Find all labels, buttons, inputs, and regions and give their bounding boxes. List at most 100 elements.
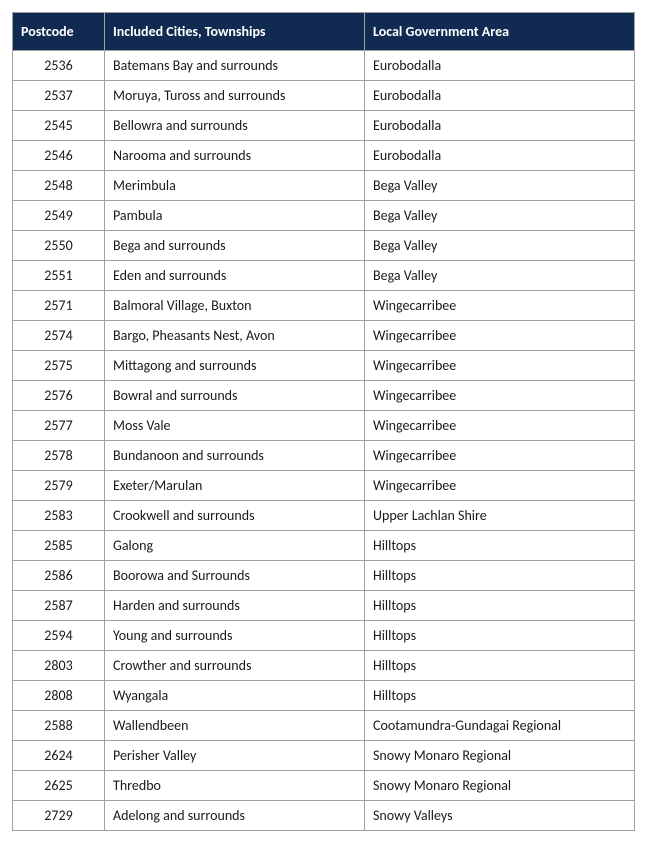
table-row: 2594Young and surroundsHilltops <box>13 621 635 651</box>
cell-postcode: 2587 <box>13 591 105 621</box>
cell-postcode: 2624 <box>13 741 105 771</box>
cell-postcode: 2575 <box>13 351 105 381</box>
table-row: 2571Balmoral Village, BuxtonWingecarribe… <box>13 291 635 321</box>
cell-lga: Bega Valley <box>365 201 635 231</box>
cell-postcode: 2546 <box>13 141 105 171</box>
cell-lga: Snowy Monaro Regional <box>365 741 635 771</box>
cell-lga: Cootamundra-Gundagai Regional <box>365 711 635 741</box>
cell-cities: Adelong and surrounds <box>105 801 365 831</box>
cell-cities: Galong <box>105 531 365 561</box>
cell-postcode: 2729 <box>13 801 105 831</box>
cell-lga: Hilltops <box>365 621 635 651</box>
cell-cities: Crookwell and surrounds <box>105 501 365 531</box>
cell-postcode: 2577 <box>13 411 105 441</box>
table-row: 2808WyangalaHilltops <box>13 681 635 711</box>
table-row: 2729Adelong and surroundsSnowy Valleys <box>13 801 635 831</box>
cell-cities: Boorowa and Surrounds <box>105 561 365 591</box>
table-row: 2803Crowther and surroundsHilltops <box>13 651 635 681</box>
cell-cities: Moss Vale <box>105 411 365 441</box>
cell-lga: Hilltops <box>365 681 635 711</box>
table-row: 2546Narooma and surroundsEurobodalla <box>13 141 635 171</box>
cell-lga: Wingecarribee <box>365 411 635 441</box>
cell-postcode: 2550 <box>13 231 105 261</box>
cell-postcode: 2586 <box>13 561 105 591</box>
cell-lga: Wingecarribee <box>365 351 635 381</box>
table-row: 2549PambulaBega Valley <box>13 201 635 231</box>
cell-cities: Batemans Bay and surrounds <box>105 51 365 81</box>
cell-lga: Wingecarribee <box>365 321 635 351</box>
cell-cities: Moruya, Tuross and surrounds <box>105 81 365 111</box>
cell-cities: Bundanoon and surrounds <box>105 441 365 471</box>
cell-cities: Merimbula <box>105 171 365 201</box>
cell-lga: Upper Lachlan Shire <box>365 501 635 531</box>
cell-lga: Bega Valley <box>365 171 635 201</box>
cell-postcode: 2549 <box>13 201 105 231</box>
cell-postcode: 2625 <box>13 771 105 801</box>
cell-cities: Pambula <box>105 201 365 231</box>
cell-postcode: 2537 <box>13 81 105 111</box>
cell-cities: Bowral and surrounds <box>105 381 365 411</box>
table-row: 2576Bowral and surroundsWingecarribee <box>13 381 635 411</box>
table-row: 2574Bargo, Pheasants Nest, AvonWingecarr… <box>13 321 635 351</box>
cell-postcode: 2594 <box>13 621 105 651</box>
cell-lga: Eurobodalla <box>365 141 635 171</box>
cell-cities: Crowther and surrounds <box>105 651 365 681</box>
cell-lga: Wingecarribee <box>365 381 635 411</box>
table-row: 2577Moss ValeWingecarribee <box>13 411 635 441</box>
cell-cities: Harden and surrounds <box>105 591 365 621</box>
table-header-row: Postcode Included Cities, Townships Loca… <box>13 13 635 51</box>
cell-postcode: 2574 <box>13 321 105 351</box>
cell-cities: Wyangala <box>105 681 365 711</box>
cell-cities: Eden and surrounds <box>105 261 365 291</box>
cell-postcode: 2585 <box>13 531 105 561</box>
cell-lga: Eurobodalla <box>365 81 635 111</box>
table-row: 2578Bundanoon and surroundsWingecarribee <box>13 441 635 471</box>
cell-lga: Hilltops <box>365 591 635 621</box>
cell-postcode: 2571 <box>13 291 105 321</box>
cell-lga: Wingecarribee <box>365 471 635 501</box>
cell-cities: Bargo, Pheasants Nest, Avon <box>105 321 365 351</box>
table-row: 2625ThredboSnowy Monaro Regional <box>13 771 635 801</box>
cell-lga: Bega Valley <box>365 231 635 261</box>
table-row: 2587Harden and surroundsHilltops <box>13 591 635 621</box>
cell-cities: Perisher Valley <box>105 741 365 771</box>
cell-lga: Wingecarribee <box>365 291 635 321</box>
table-row: 2545Bellowra and surroundsEurobodalla <box>13 111 635 141</box>
cell-postcode: 2803 <box>13 651 105 681</box>
cell-cities: Exeter/Marulan <box>105 471 365 501</box>
postcode-table: Postcode Included Cities, Townships Loca… <box>12 12 635 831</box>
table-body: 2536Batemans Bay and surroundsEurobodall… <box>13 51 635 831</box>
table-row: 2586Boorowa and SurroundsHilltops <box>13 561 635 591</box>
cell-lga: Eurobodalla <box>365 111 635 141</box>
cell-postcode: 2576 <box>13 381 105 411</box>
table-row: 2575Mittagong and surroundsWingecarribee <box>13 351 635 381</box>
cell-cities: Balmoral Village, Buxton <box>105 291 365 321</box>
cell-lga: Hilltops <box>365 531 635 561</box>
cell-lga: Snowy Monaro Regional <box>365 771 635 801</box>
table-row: 2579Exeter/MarulanWingecarribee <box>13 471 635 501</box>
cell-lga: Eurobodalla <box>365 51 635 81</box>
cell-cities: Bellowra and surrounds <box>105 111 365 141</box>
cell-postcode: 2579 <box>13 471 105 501</box>
cell-cities: Bega and surrounds <box>105 231 365 261</box>
cell-postcode: 2551 <box>13 261 105 291</box>
col-header-lga: Local Government Area <box>365 13 635 51</box>
cell-cities: Thredbo <box>105 771 365 801</box>
table-row: 2550Bega and surroundsBega Valley <box>13 231 635 261</box>
table-row: 2551Eden and surroundsBega Valley <box>13 261 635 291</box>
table-row: 2585GalongHilltops <box>13 531 635 561</box>
cell-postcode: 2548 <box>13 171 105 201</box>
cell-cities: Mittagong and surrounds <box>105 351 365 381</box>
table-row: 2537Moruya, Tuross and surroundsEuroboda… <box>13 81 635 111</box>
cell-cities: Wallendbeen <box>105 711 365 741</box>
cell-lga: Hilltops <box>365 561 635 591</box>
cell-lga: Wingecarribee <box>365 441 635 471</box>
col-header-postcode: Postcode <box>13 13 105 51</box>
cell-lga: Hilltops <box>365 651 635 681</box>
cell-postcode: 2808 <box>13 681 105 711</box>
table-row: 2588WallendbeenCootamundra-Gundagai Regi… <box>13 711 635 741</box>
table-row: 2624Perisher ValleySnowy Monaro Regional <box>13 741 635 771</box>
table-row: 2548MerimbulaBega Valley <box>13 171 635 201</box>
cell-postcode: 2588 <box>13 711 105 741</box>
cell-postcode: 2578 <box>13 441 105 471</box>
